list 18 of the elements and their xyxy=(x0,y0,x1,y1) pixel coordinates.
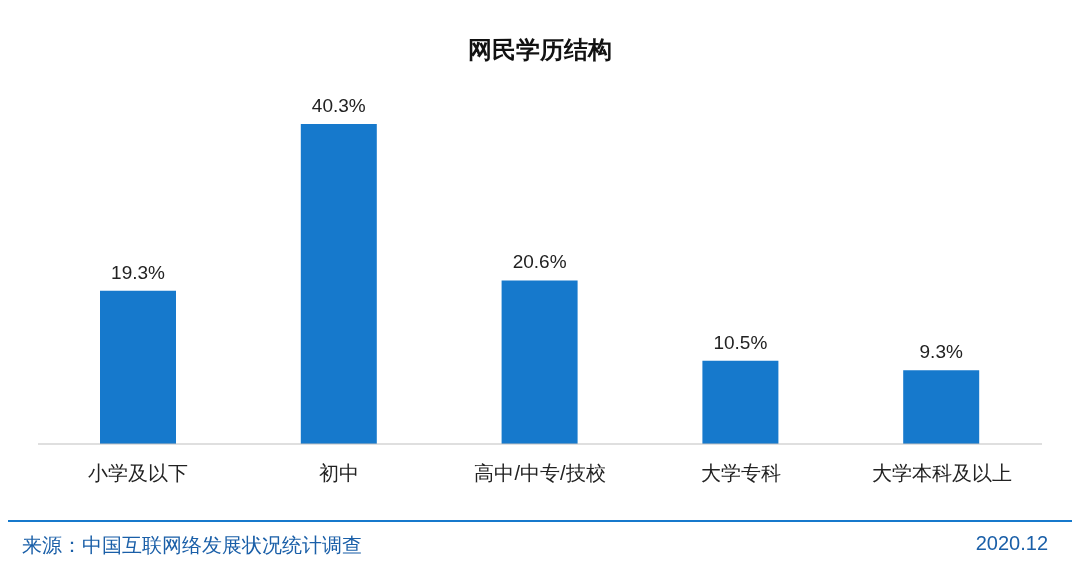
bar xyxy=(300,124,377,444)
x-tick-label: 初中 xyxy=(319,462,360,485)
x-tick-label: 高中/中专/技校 xyxy=(474,462,606,485)
data-label: 20.6% xyxy=(512,251,567,273)
bar xyxy=(903,370,980,444)
text: 2020.12 xyxy=(975,532,1048,555)
bar xyxy=(100,290,176,444)
x-tick-label: 小学及以下 xyxy=(88,462,189,485)
x-tick-label: 大学专科 xyxy=(700,462,781,485)
data-label: 40.3% xyxy=(311,95,366,116)
data-label: 19.3% xyxy=(111,261,166,283)
data-label: 9.3% xyxy=(919,341,963,363)
bar xyxy=(702,360,779,444)
x-tick-label: 大学本科及以上 xyxy=(871,462,1012,485)
bar xyxy=(501,280,578,444)
chart-title: 网民学历结构 xyxy=(467,35,613,65)
source-note: 来源：中国互联网络发展状况统计调查 xyxy=(22,533,362,558)
data-label: 10.5% xyxy=(713,331,768,353)
